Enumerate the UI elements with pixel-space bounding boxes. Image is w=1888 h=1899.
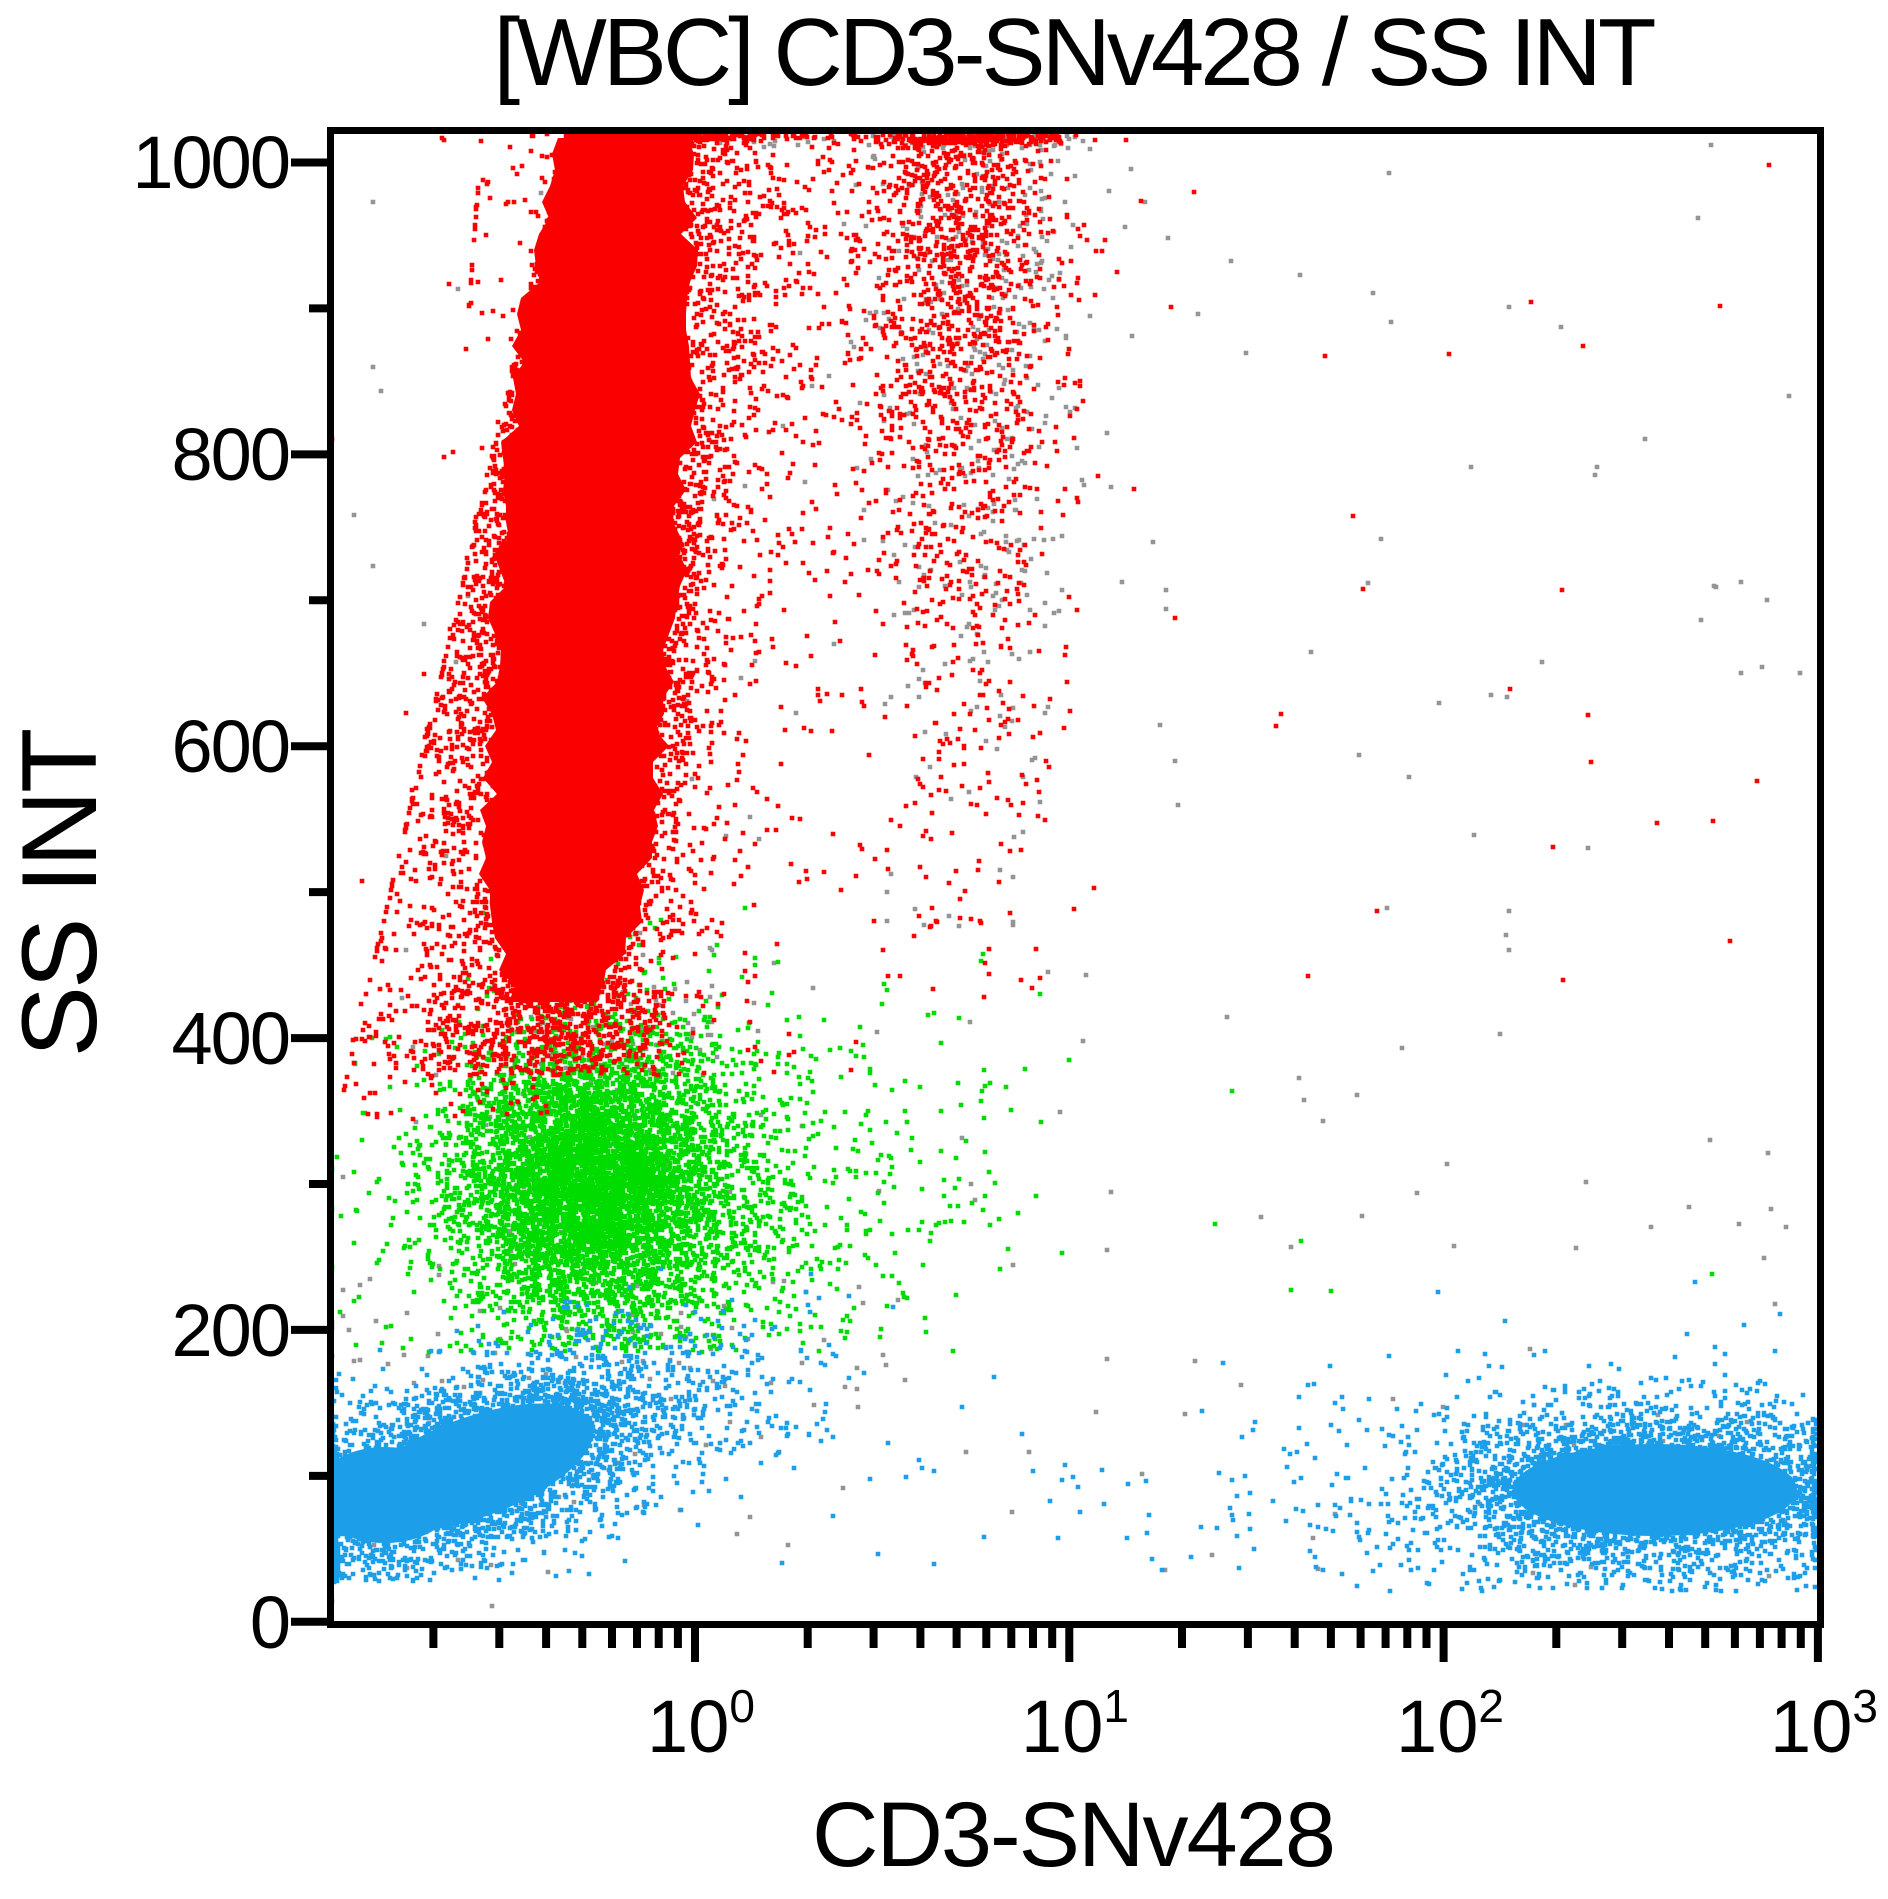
svg-text:CD3-SNv428: CD3-SNv428 <box>812 1784 1334 1886</box>
svg-text:800: 800 <box>172 413 289 496</box>
svg-text:[WBC] CD3-SNv428 / SS INT: [WBC] CD3-SNv428 / SS INT <box>494 0 1655 106</box>
svg-text:0: 0 <box>250 1581 289 1664</box>
svg-text:200: 200 <box>172 1289 289 1372</box>
svg-text:1000: 1000 <box>132 121 289 204</box>
svg-text:400: 400 <box>172 997 289 1080</box>
svg-text:SS INT: SS INT <box>0 730 119 1057</box>
svg-text:600: 600 <box>172 705 289 788</box>
